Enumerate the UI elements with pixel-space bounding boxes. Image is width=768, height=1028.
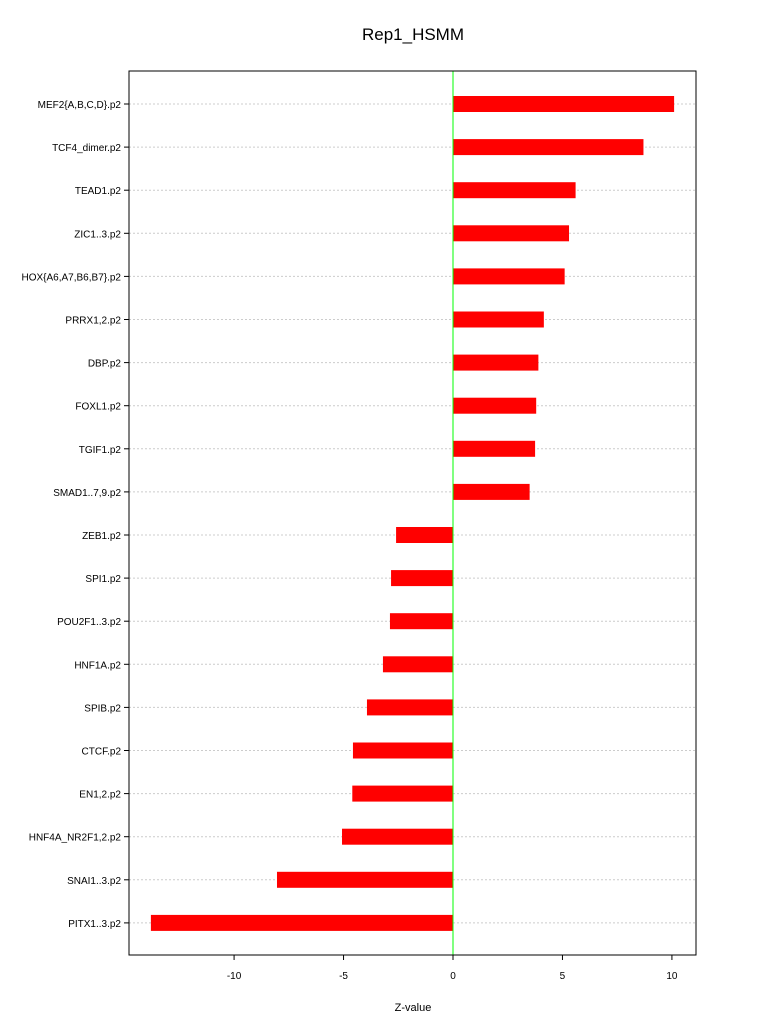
bar: [342, 828, 453, 845]
bar: [453, 483, 530, 500]
y-tick-label: TCF4_dimer.p2: [52, 143, 121, 154]
bar: [150, 914, 453, 931]
y-tick-label: SNAI1..3.p2: [67, 876, 121, 887]
y-tick-label: SPIB.p2: [84, 703, 121, 714]
x-tick-label: -10: [227, 971, 242, 982]
y-tick-label: HNF4A_NR2F1,2.p2: [29, 833, 122, 844]
bar: [453, 182, 576, 199]
x-axis-label: Z-value: [395, 1002, 432, 1014]
y-tick-label: SMAD1..7,9.p2: [53, 488, 121, 499]
y-tick-label: PRRX1,2.p2: [65, 316, 121, 327]
y-tick-label: HOX{A6,A7,B6,B7}.p2: [21, 272, 121, 283]
y-tick-label: SPI1.p2: [85, 574, 121, 585]
bar: [453, 96, 675, 112]
y-tick-label: ZIC1..3.p2: [74, 229, 121, 240]
plot-frame: [128, 70, 697, 956]
x-tick-label: 0: [450, 971, 456, 982]
bar: [453, 139, 644, 156]
bar: [352, 742, 453, 759]
x-tick-label: 5: [560, 971, 566, 982]
bar: [453, 311, 544, 328]
bar: [453, 225, 570, 242]
y-tick-label: ZEB1.p2: [82, 531, 121, 542]
bar: [352, 785, 453, 802]
y-tick-label: FOXL1.p2: [75, 402, 121, 413]
y-tick-label: DBP.p2: [88, 359, 122, 370]
bar: [366, 699, 453, 716]
bar: [396, 527, 453, 543]
y-tick-label: PITX1..3.p2: [68, 919, 121, 930]
x-tick-label: -5: [339, 971, 348, 982]
bar: [453, 354, 539, 371]
bar: [453, 397, 537, 414]
bar: [453, 268, 565, 285]
bar: [276, 871, 453, 888]
y-tick-label: MEF2{A,B,C,D}.p2: [38, 100, 122, 111]
x-tick-label: 10: [666, 971, 678, 982]
bar: [382, 656, 453, 673]
y-tick-label: TEAD1.p2: [75, 186, 122, 197]
y-tick-label: HNF1A.p2: [74, 660, 121, 671]
chart-title: Rep1_HSMM: [362, 25, 464, 44]
bar: [389, 613, 453, 630]
y-tick-label: CTCF.p2: [82, 747, 122, 758]
y-tick-label: POU2F1..3.p2: [57, 617, 121, 628]
y-tick-label: EN1,2.p2: [79, 790, 121, 801]
bar: [453, 440, 536, 457]
y-tick-label: TGIF1.p2: [79, 445, 122, 456]
bar: [391, 570, 453, 587]
